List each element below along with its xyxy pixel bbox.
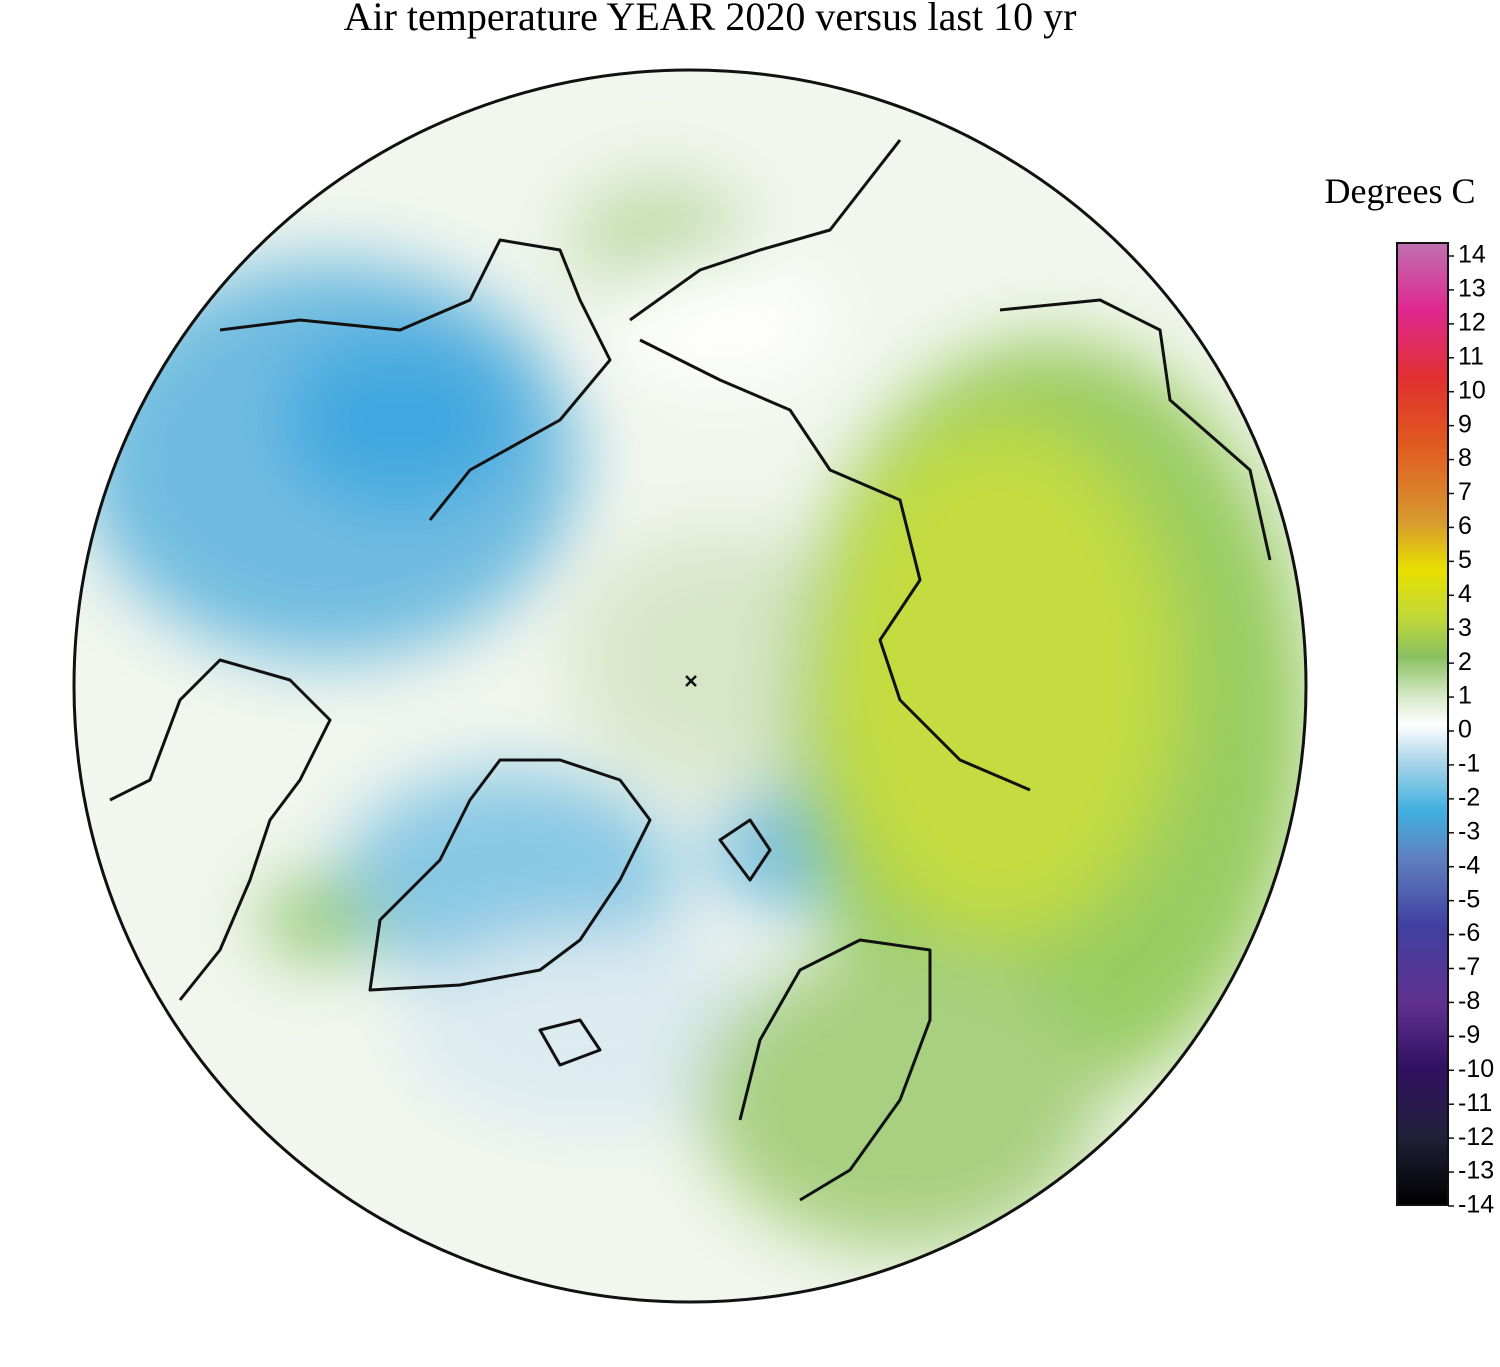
colorbar-tick-label: 10 — [1458, 376, 1486, 404]
coastline — [738, 938, 932, 1202]
colorbar-tick-label: -14 — [1458, 1191, 1494, 1219]
colorbar-tick-label: -3 — [1458, 817, 1480, 845]
colorbar-label: Degrees C — [1325, 171, 1476, 211]
colorbar-tick-label: 13 — [1458, 275, 1486, 303]
colorbar-tick-label: 14 — [1458, 241, 1486, 269]
colorbar-tick-label: -7 — [1458, 953, 1480, 981]
colorbar-tick-label: 11 — [1458, 342, 1484, 370]
colorbar-tick-label: 1 — [1458, 682, 1472, 710]
colorbar-tick-label: -10 — [1458, 1055, 1494, 1083]
colorbar-tick-label: -1 — [1458, 750, 1480, 778]
coastline — [718, 818, 772, 882]
colorbar-tick-label: -8 — [1458, 987, 1480, 1015]
colorbar-tick-label: -4 — [1458, 851, 1480, 879]
coastline — [639, 338, 1031, 792]
coastline — [368, 758, 652, 992]
colorbar-tick-label: -9 — [1458, 1021, 1480, 1049]
colorbar-tick-label: 2 — [1458, 648, 1472, 676]
map — [74, 70, 1306, 1302]
colorbar-tick-label: -12 — [1458, 1123, 1494, 1151]
colorbar-tick-label: -5 — [1458, 885, 1480, 913]
colorbar-tick-label: 3 — [1458, 614, 1472, 642]
colorbar-tick-label: -13 — [1458, 1157, 1494, 1185]
colorbar-tick-label: -6 — [1458, 919, 1480, 947]
coastline — [538, 1018, 602, 1067]
colorbar-tick-label: 8 — [1458, 444, 1472, 472]
colorbar-tick-label: 5 — [1458, 546, 1472, 574]
title: Air temperature YEAR 2020 versus last 10… — [344, 0, 1077, 39]
colorbar-tick-label: 12 — [1458, 308, 1486, 336]
colorbar-tick-label: 7 — [1458, 478, 1472, 506]
coastline — [109, 658, 332, 1001]
coastline — [219, 238, 612, 521]
colorbar-tick-label: 4 — [1458, 580, 1472, 608]
colorbar-tick-label: 6 — [1458, 512, 1472, 540]
colorbar-tick-label: 0 — [1458, 716, 1472, 744]
colorbar-tick-label: -11 — [1458, 1089, 1492, 1117]
coastline — [629, 139, 902, 322]
colorbar — [1396, 242, 1449, 1206]
pole-marker — [685, 675, 697, 687]
coastline — [999, 298, 1272, 561]
map-border — [72, 68, 1308, 1304]
colorbar-tick-label: -2 — [1458, 783, 1480, 811]
colorbar-tick-label: 9 — [1458, 410, 1472, 438]
